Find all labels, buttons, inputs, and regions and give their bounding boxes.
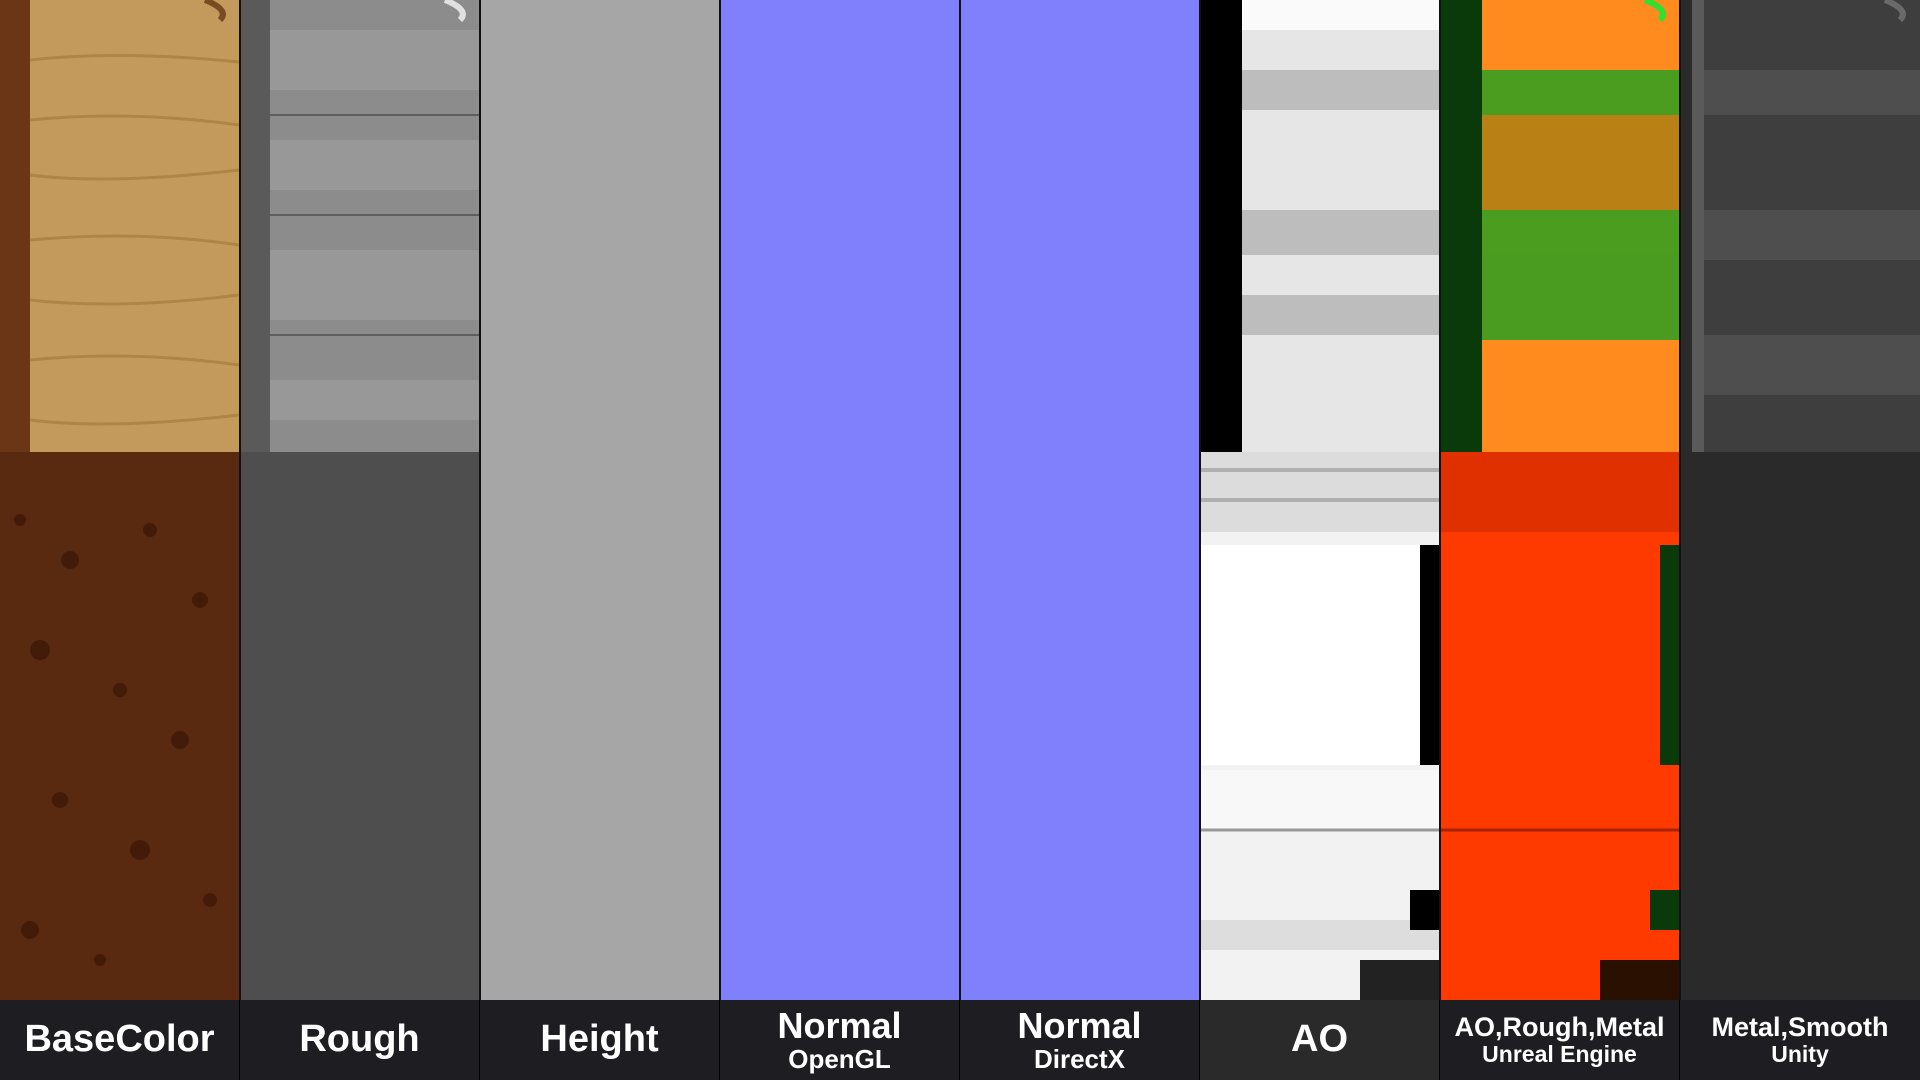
caption-ao-rough-metal: AO,Rough,Metal Unreal Engine <box>1440 1000 1679 1080</box>
divider <box>1679 0 1681 1000</box>
strip-ao-rough-metal: AO,Rough,Metal Unreal Engine <box>1440 0 1679 1080</box>
strip-ao: AO <box>1200 0 1439 1080</box>
caption-ao: AO <box>1200 1000 1439 1080</box>
caption-title: Rough <box>299 1018 420 1061</box>
caption-height: Height <box>480 1000 719 1080</box>
caption-title: Metal,Smooth <box>1711 1012 1889 1043</box>
caption-title: Height <box>540 1018 659 1061</box>
caption-rough: Rough <box>240 1000 479 1080</box>
divider <box>719 0 721 1000</box>
strip-normal-directx: Normal DirectX <box>960 0 1199 1080</box>
caption-title: BaseColor <box>24 1018 215 1061</box>
strip-height: Height <box>480 0 719 1080</box>
basecolor-texture <box>0 0 239 1000</box>
normal-directx-texture <box>960 0 1199 1000</box>
caption-subtitle: Unity <box>1771 1040 1829 1067</box>
strip-rough: Rough <box>240 0 479 1080</box>
strip-metal-smooth: Metal,Smooth Unity <box>1680 0 1920 1080</box>
strip-basecolor: BaseColor <box>0 0 239 1080</box>
caption-metal-smooth: Metal,Smooth Unity <box>1680 1000 1920 1080</box>
ao-rough-metal-texture <box>1440 0 1679 1000</box>
ao-texture <box>1200 0 1439 1000</box>
divider <box>1199 0 1201 1000</box>
rough-texture <box>240 0 479 1000</box>
caption-normal-opengl: Normal OpenGL <box>720 1000 959 1080</box>
caption-subtitle: DirectX <box>1033 1043 1126 1074</box>
caption-basecolor: BaseColor <box>0 1000 239 1080</box>
normal-opengl-texture <box>720 0 959 1000</box>
strip-normal-opengl: Normal OpenGL <box>720 0 959 1080</box>
metal-smooth-texture <box>1680 0 1920 1000</box>
divider <box>239 0 241 1000</box>
caption-title: AO <box>1291 1018 1348 1061</box>
divider <box>959 0 961 1000</box>
caption-title: AO,Rough,Metal <box>1454 1012 1665 1043</box>
caption-title: Normal <box>1017 1004 1142 1046</box>
caption-normal-directx: Normal DirectX <box>960 1000 1199 1080</box>
caption-subtitle: Unreal Engine <box>1482 1040 1637 1067</box>
caption-title: Normal <box>777 1004 902 1046</box>
caption-subtitle: OpenGL <box>788 1043 891 1074</box>
divider <box>479 0 481 1000</box>
height-texture <box>480 0 719 1000</box>
divider <box>1439 0 1441 1000</box>
